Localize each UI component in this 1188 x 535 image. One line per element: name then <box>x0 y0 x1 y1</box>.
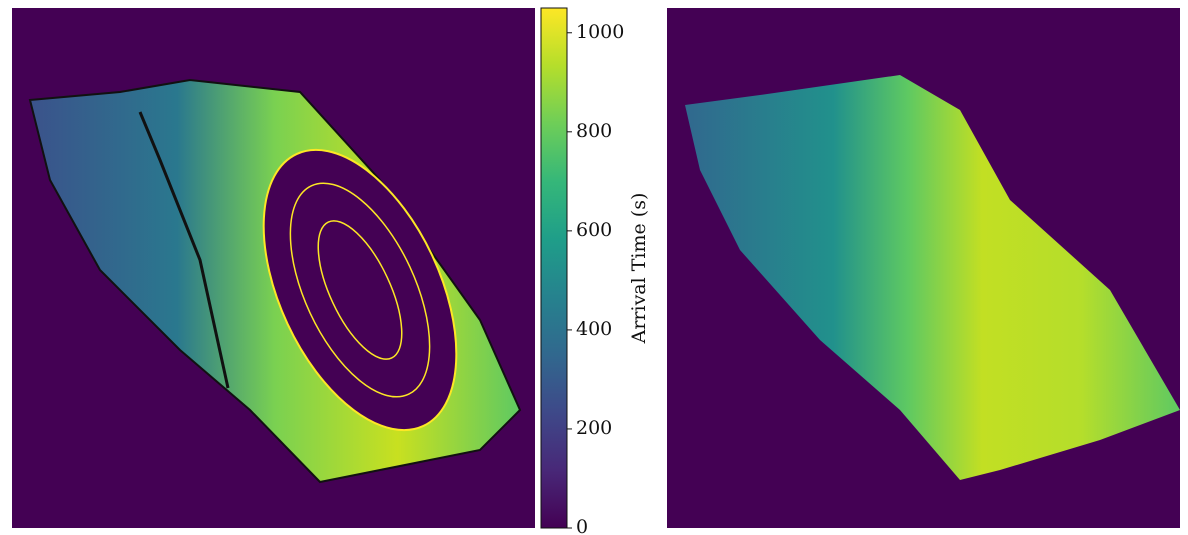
colorbar-label: Arrival Time (s) <box>628 193 650 345</box>
right-panel <box>667 8 1180 528</box>
figure: Arrival Time (s) 0 200 400 600 800 1000 <box>0 0 1188 535</box>
colorbar-tick-label: 400 <box>576 318 612 340</box>
left-panel <box>12 8 535 528</box>
colorbar-tick-label: 0 <box>576 516 588 535</box>
colorbar <box>541 8 567 528</box>
colorbar-tick-label: 1000 <box>576 21 624 43</box>
colorbar-tick-label: 200 <box>576 417 612 439</box>
colorbar-tick-label: 600 <box>576 219 612 241</box>
colorbar-tick-label: 800 <box>576 120 612 142</box>
